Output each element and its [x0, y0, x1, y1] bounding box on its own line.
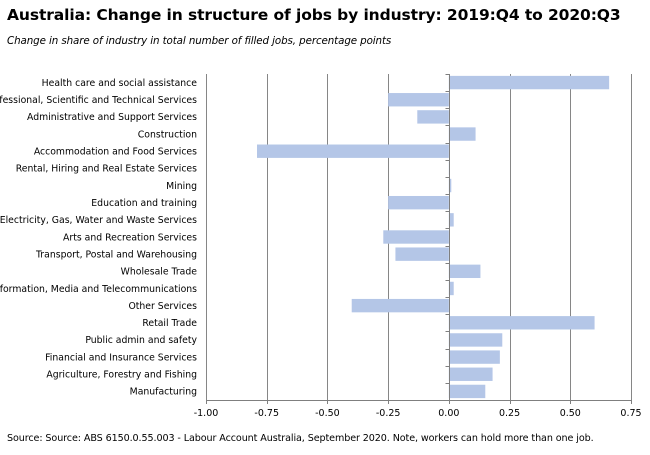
- x-tick-label: 0.75: [620, 408, 641, 419]
- bar: [388, 93, 449, 107]
- bar: [448, 213, 454, 227]
- category-label: Financial and Insurance Services: [45, 352, 197, 363]
- x-tick-labels: -1.00 -0.75 -0.50 -0.25 0.00 0.25 0.50 0.75: [194, 408, 642, 419]
- chart-title: Australia: Change in structure of jobs b…: [7, 6, 621, 24]
- x-tick-label: 0.00: [438, 408, 459, 419]
- category-labels: Health care and social assistance Profess…: [0, 78, 197, 398]
- source-note: Source: Source: ABS 6150.0.55.003 - Labo…: [7, 433, 594, 444]
- category-label: Professional, Scientific and Technical S…: [0, 95, 197, 106]
- category-label: Arts and Recreation Services: [63, 232, 197, 243]
- bars: [257, 75, 610, 399]
- category-label: Mining: [166, 181, 197, 192]
- x-tick-label: -0.25: [376, 408, 401, 419]
- chart-subtitle: Change in share of industry in total num…: [7, 35, 392, 47]
- category-label: Education and training: [91, 198, 197, 209]
- category-label: Information, Media and Telecommunication…: [0, 284, 197, 295]
- category-label: Health care and social assistance: [42, 78, 198, 89]
- category-label: Administrative and Support Services: [27, 112, 197, 123]
- category-label: Manufacturing: [130, 387, 197, 398]
- x-tick-label: 0.50: [560, 408, 581, 419]
- x-tick-label: -0.50: [315, 408, 340, 419]
- bar: [417, 110, 449, 124]
- x-tick-label: -1.00: [194, 408, 219, 419]
- x-tick-label: -0.75: [254, 408, 279, 419]
- category-label: Wholesale Trade: [121, 267, 198, 278]
- bar: [448, 384, 486, 399]
- bar: [448, 367, 493, 381]
- bar: [383, 230, 449, 244]
- category-label: Transport, Postal and Warehousing: [35, 249, 197, 260]
- bar: [388, 195, 449, 210]
- bar: [448, 350, 500, 364]
- axes: [206, 74, 632, 404]
- category-label: Construction: [138, 129, 197, 140]
- bar: [395, 247, 449, 261]
- bar: [448, 127, 476, 141]
- bar: [448, 178, 452, 193]
- bar: [257, 144, 449, 158]
- category-label: Agriculture, Forestry and Fishing: [46, 370, 197, 381]
- gridlines: [206, 74, 632, 400]
- category-label: Accommodation and Food Services: [34, 147, 197, 158]
- bar: [448, 316, 595, 330]
- category-label: Retail Trade: [142, 318, 197, 329]
- category-label: Public admin and safety: [85, 335, 197, 346]
- bar: [448, 75, 610, 90]
- bar: [351, 298, 449, 313]
- category-label: Other Services: [128, 301, 197, 312]
- bar: [448, 264, 481, 279]
- category-label: Rental, Hiring and Real Estate Services: [16, 164, 197, 175]
- bar: [448, 333, 503, 347]
- category-label: Electricity, Gas, Water and Waste Servic…: [0, 215, 197, 226]
- bar: [448, 281, 454, 296]
- x-tick-label: 0.25: [499, 408, 520, 419]
